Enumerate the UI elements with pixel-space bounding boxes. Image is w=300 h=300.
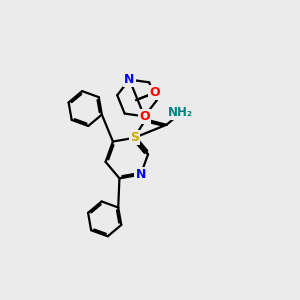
Text: NH: NH	[171, 106, 190, 119]
Text: S: S	[130, 131, 139, 144]
Text: O: O	[139, 110, 150, 123]
Text: N: N	[124, 73, 135, 86]
Text: NH₂: NH₂	[168, 106, 193, 119]
Text: N: N	[136, 168, 146, 181]
Text: O: O	[149, 86, 160, 99]
